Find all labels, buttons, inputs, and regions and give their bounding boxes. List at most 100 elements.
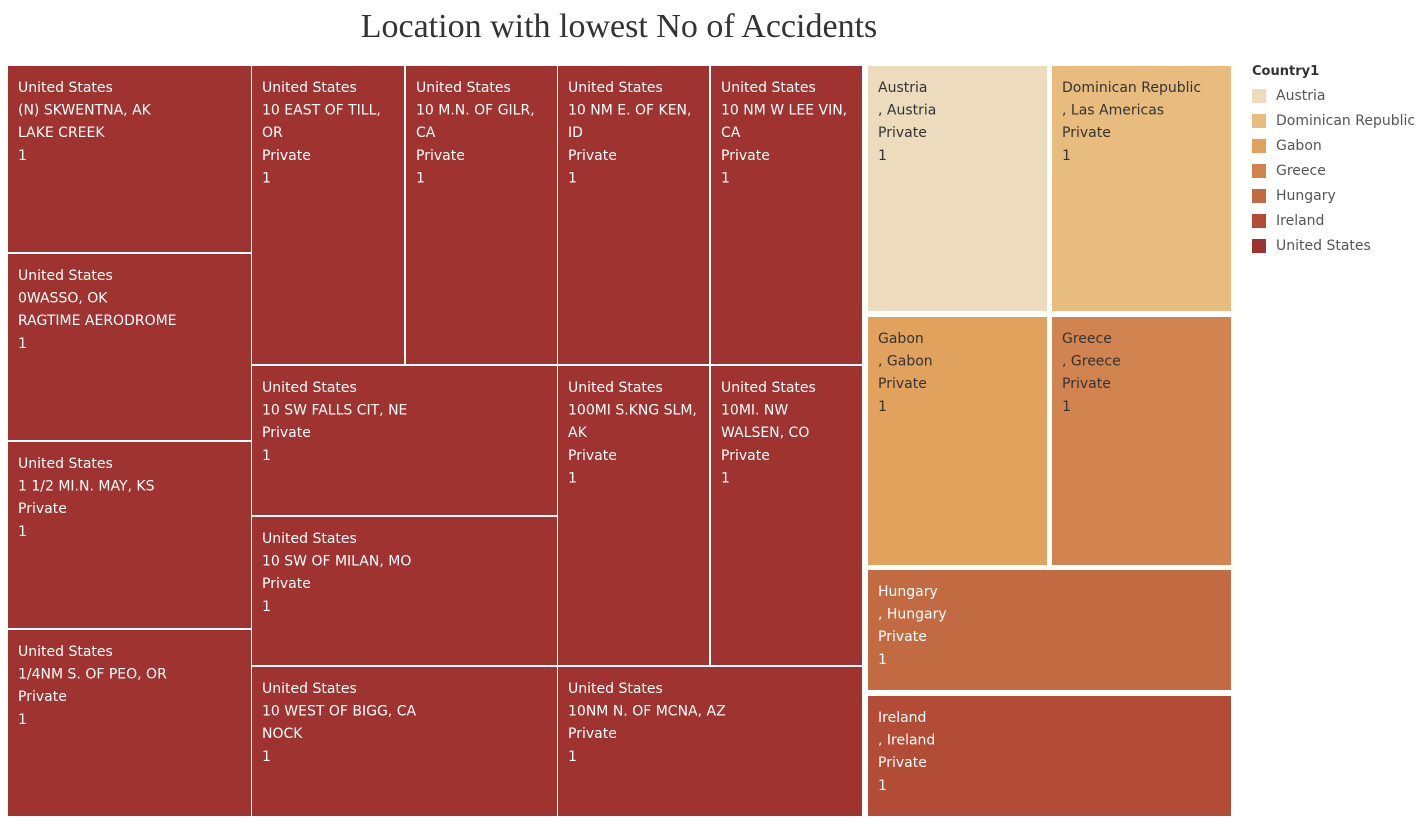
- treemap-cell-label: Private: [878, 376, 927, 392]
- treemap-cell[interactable]: Ireland , Ireland Private 1: [868, 696, 1231, 816]
- treemap-cell-rect[interactable]: [868, 570, 1231, 690]
- treemap-cell[interactable]: United States 10 WEST OF BIGG, CA NOCK 1: [252, 667, 557, 816]
- treemap-cell-label: Private: [18, 689, 67, 705]
- treemap-cell-label: Private: [1062, 376, 1111, 392]
- treemap-cell-label: 1: [878, 778, 887, 794]
- treemap-cell[interactable]: Austria , Austria Private 1: [868, 66, 1047, 311]
- treemap-cell-label: 1: [416, 170, 425, 186]
- treemap-cell-label: Private: [721, 448, 770, 464]
- treemap-cell-rect[interactable]: [252, 667, 557, 816]
- treemap-cell[interactable]: Dominican Republic , Las Americas Private 1: [1052, 66, 1231, 311]
- treemap-cell-label: Gabon: [878, 331, 924, 347]
- treemap-cell[interactable]: United States 10 SW OF MILAN, MO Private 1: [252, 517, 557, 665]
- treemap-cell-label: Greece: [1062, 331, 1112, 347]
- legend-label: Dominican Republic: [1276, 112, 1416, 129]
- treemap-cell[interactable]: United States 10 NM E. OF KEN, ID Private 1: [558, 66, 709, 364]
- treemap-cell-rect[interactable]: [8, 254, 251, 440]
- treemap-cell[interactable]: Gabon , Gabon Private 1: [868, 317, 1047, 565]
- treemap-cell[interactable]: United States 10 EAST OF TILL, OR Private 1: [252, 66, 404, 364]
- treemap-cell-label: OR: [262, 125, 283, 141]
- treemap-cell[interactable]: United States 10 SW FALLS CIT, NE Private 1: [252, 366, 557, 515]
- treemap-cell-label: Private: [721, 148, 770, 164]
- treemap-cell-label: 1: [721, 170, 730, 186]
- treemap-cell-label: United States: [416, 80, 511, 96]
- treemap-cell-rect[interactable]: [1052, 317, 1231, 565]
- treemap-cell-label: Austria: [878, 80, 927, 96]
- legend-label: Ireland: [1276, 212, 1325, 229]
- treemap-cell[interactable]: United States 10 NM W LEE VIN, CA Private 1: [711, 66, 862, 364]
- treemap-cell-label: Private: [568, 148, 617, 164]
- legend-item[interactable]: Ireland: [1252, 208, 1415, 233]
- legend: Country1 Austria Dominican Republic Gabon G…: [1252, 64, 1415, 258]
- treemap-cell-rect[interactable]: [252, 517, 557, 665]
- treemap-cell-label: 1/4NM S. OF PEO, OR: [18, 667, 167, 683]
- treemap-cell[interactable]: United States 10MI. NW WALSEN, CO Private 1: [711, 366, 862, 665]
- legend-title: Country1: [1252, 64, 1320, 79]
- treemap-cell[interactable]: United States 100MI S.KNG SLM, AK Private 1: [558, 366, 709, 665]
- treemap-cell-rect[interactable]: [252, 66, 404, 364]
- treemap-cell-rect[interactable]: [1052, 66, 1231, 311]
- treemap-cell[interactable]: United States 1 1/2 MI.N. MAY, KS Private 1: [8, 442, 251, 628]
- legend-label: Gabon: [1276, 137, 1322, 154]
- treemap-cell-rect[interactable]: [558, 366, 709, 665]
- treemap-cell-label: CA: [721, 125, 741, 141]
- treemap-cell[interactable]: United States 1/4NM S. OF PEO, OR Private 1: [8, 630, 251, 816]
- treemap-cell-label: 1: [878, 399, 887, 415]
- treemap-cell-label: Private: [878, 629, 927, 645]
- treemap-cell-label: , Greece: [1062, 354, 1121, 370]
- treemap-cell-label: 10 SW OF MILAN, MO: [262, 554, 411, 570]
- treemap-cell-label: United States: [18, 80, 113, 96]
- treemap-cell-label: 1: [568, 170, 577, 186]
- legend-item[interactable]: Dominican Republic: [1252, 108, 1415, 133]
- legend-label: Greece: [1276, 162, 1326, 179]
- treemap-cell-rect[interactable]: [711, 366, 862, 665]
- treemap-cell-label: Private: [262, 148, 311, 164]
- treemap-cell-rect[interactable]: [868, 66, 1047, 311]
- treemap-cell-label: 10MI. NW: [721, 403, 788, 419]
- treemap-cell-label: Private: [262, 576, 311, 592]
- treemap-cell-label: 1: [262, 749, 271, 765]
- treemap-cell-label: Private: [18, 501, 67, 517]
- treemap-cell[interactable]: United States 0WASSO, OK RAGTIME AERODROME…: [8, 254, 251, 440]
- treemap-cell[interactable]: United States 10 M.N. OF GILR, CA Private 1: [406, 66, 557, 364]
- treemap-cell-rect[interactable]: [8, 442, 251, 628]
- treemap-cell-rect[interactable]: [8, 630, 251, 816]
- treemap-cell-label: Ireland: [878, 710, 926, 726]
- treemap-cell-rect[interactable]: [711, 66, 862, 364]
- treemap-cell-label: , Gabon: [878, 354, 933, 370]
- treemap-cell-rect[interactable]: [868, 696, 1231, 816]
- treemap-cell-label: 1: [18, 148, 27, 164]
- treemap-cell-rect[interactable]: [406, 66, 557, 364]
- legend-swatch: [1252, 138, 1266, 153]
- treemap-cell[interactable]: Hungary , Hungary Private 1: [868, 570, 1231, 690]
- treemap-cell-label: 1: [1062, 148, 1071, 164]
- treemap-chart: United States (N) SKWENTNA, AK LAKE CREEK 1…: [8, 66, 1231, 816]
- treemap-cell[interactable]: Greece , Greece Private 1: [1052, 317, 1231, 565]
- treemap-cell-label: 1: [878, 652, 887, 668]
- treemap-cell-label: United States: [568, 380, 663, 396]
- treemap-cell-label: United States: [262, 681, 357, 697]
- treemap-cell-label: CA: [416, 125, 436, 141]
- treemap-cell-rect[interactable]: [252, 366, 557, 515]
- treemap-cell-rect[interactable]: [8, 66, 251, 252]
- treemap-cell-label: 10 SW FALLS CIT, NE: [262, 403, 407, 419]
- treemap-cell-rect[interactable]: [558, 66, 709, 364]
- treemap-cell[interactable]: United States 10NM N. OF MCNA, AZ Private 1: [558, 667, 862, 816]
- legend-item[interactable]: Austria: [1252, 83, 1415, 108]
- treemap-cell-label: , Austria: [878, 103, 936, 119]
- legend-item[interactable]: Hungary: [1252, 183, 1415, 208]
- treemap-cell-label: WALSEN, CO: [721, 425, 809, 441]
- treemap-cell-rect[interactable]: [558, 667, 862, 816]
- treemap-cell-label: United States: [568, 681, 663, 697]
- legend-swatch: [1252, 188, 1266, 203]
- treemap-cell-label: ID: [568, 125, 583, 141]
- treemap-cell-label: 1: [1062, 399, 1071, 415]
- legend-item[interactable]: Greece: [1252, 158, 1415, 183]
- legend-item[interactable]: United States: [1252, 233, 1415, 258]
- treemap-cell-label: 1: [18, 524, 27, 540]
- treemap-cell[interactable]: United States (N) SKWENTNA, AK LAKE CREEK 1: [8, 66, 251, 252]
- treemap-cell-label: 10 WEST OF BIGG, CA: [262, 704, 416, 720]
- treemap-cell-label: 1: [568, 470, 577, 486]
- treemap-cell-rect[interactable]: [868, 317, 1047, 565]
- legend-item[interactable]: Gabon: [1252, 133, 1415, 158]
